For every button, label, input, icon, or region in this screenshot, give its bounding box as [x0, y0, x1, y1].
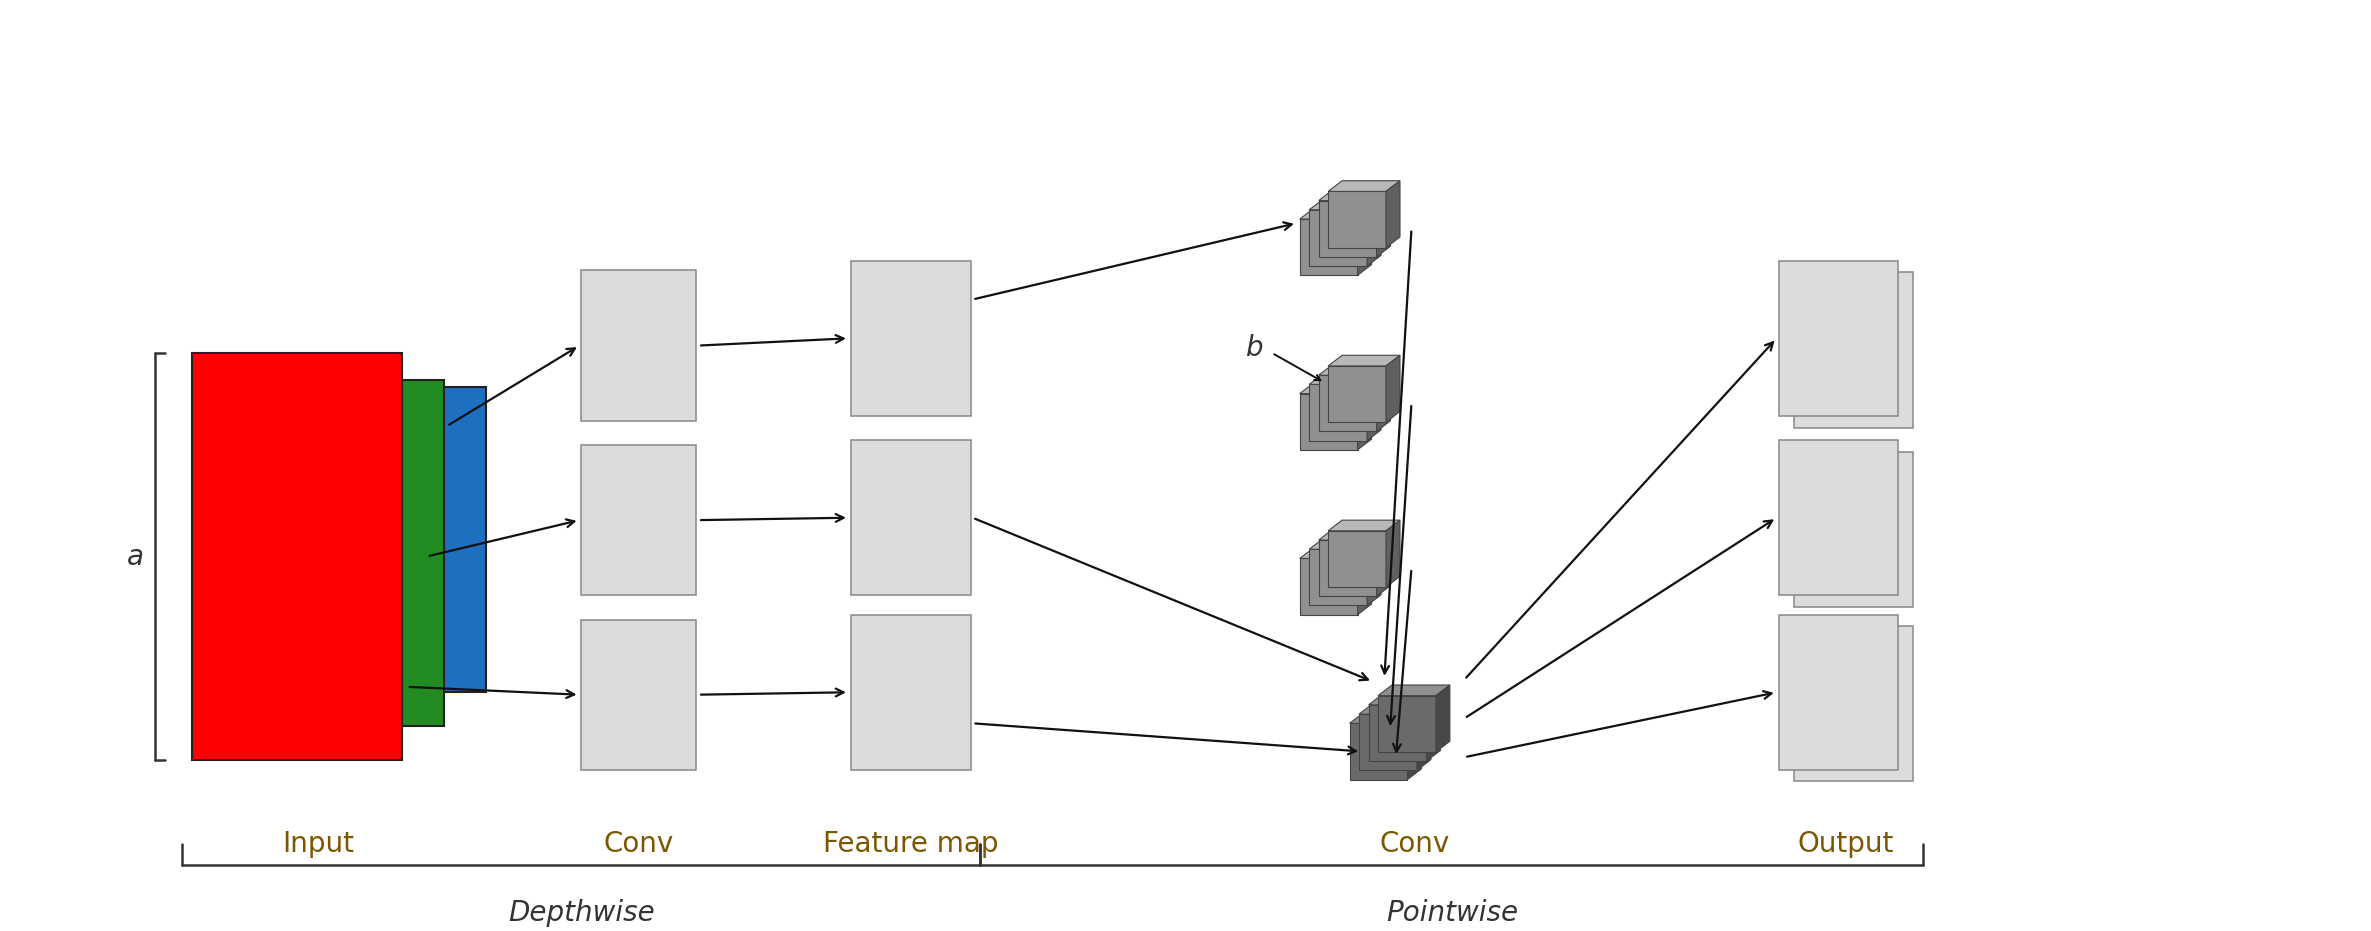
Bar: [1778, 261, 1899, 416]
Bar: [1778, 440, 1899, 595]
Text: Conv: Conv: [605, 830, 673, 858]
Text: a: a: [128, 543, 145, 571]
Bar: [851, 614, 970, 770]
Polygon shape: [1318, 200, 1378, 257]
Polygon shape: [1318, 530, 1389, 540]
Bar: [235, 380, 443, 726]
Polygon shape: [1378, 190, 1389, 257]
Text: b: b: [1247, 334, 1264, 362]
Polygon shape: [1318, 540, 1378, 596]
Text: Depthwise: Depthwise: [507, 898, 654, 927]
Polygon shape: [1359, 383, 1370, 450]
Bar: [581, 270, 697, 421]
Text: Output: Output: [1797, 830, 1894, 858]
Bar: [851, 261, 970, 416]
Polygon shape: [1349, 712, 1423, 723]
Bar: [581, 445, 697, 595]
Polygon shape: [1299, 394, 1359, 450]
Bar: [1792, 627, 1913, 781]
Polygon shape: [1299, 209, 1370, 219]
Polygon shape: [1309, 538, 1380, 549]
Polygon shape: [1359, 704, 1432, 714]
Bar: [581, 619, 697, 770]
Polygon shape: [1427, 695, 1442, 762]
Bar: [192, 353, 401, 760]
Bar: [1778, 614, 1899, 770]
Polygon shape: [1378, 365, 1389, 431]
Polygon shape: [1378, 530, 1389, 596]
Polygon shape: [1359, 547, 1370, 614]
Polygon shape: [1359, 209, 1370, 276]
Polygon shape: [1368, 199, 1380, 266]
Polygon shape: [1418, 704, 1432, 770]
Polygon shape: [1368, 373, 1380, 440]
Bar: [851, 440, 970, 595]
Polygon shape: [1299, 219, 1359, 276]
Polygon shape: [1328, 356, 1399, 366]
Polygon shape: [1309, 209, 1368, 266]
Polygon shape: [1328, 366, 1387, 422]
Text: Conv: Conv: [1380, 830, 1449, 858]
Polygon shape: [1299, 559, 1359, 614]
Polygon shape: [1368, 538, 1380, 605]
Polygon shape: [1328, 520, 1399, 531]
Polygon shape: [1408, 712, 1423, 779]
Polygon shape: [1359, 714, 1418, 770]
Polygon shape: [1387, 181, 1399, 248]
Polygon shape: [1309, 373, 1380, 385]
Polygon shape: [1318, 375, 1378, 431]
Polygon shape: [1318, 365, 1389, 375]
Text: Feature map: Feature map: [823, 830, 998, 858]
Polygon shape: [1368, 705, 1427, 762]
Polygon shape: [1387, 520, 1399, 587]
Polygon shape: [1328, 531, 1387, 587]
Polygon shape: [1387, 356, 1399, 422]
Bar: [1792, 452, 1913, 607]
Text: Input: Input: [282, 830, 353, 858]
Bar: [275, 386, 486, 693]
Polygon shape: [1328, 192, 1387, 248]
Bar: [1792, 273, 1913, 427]
Text: Pointwise: Pointwise: [1385, 898, 1517, 927]
Polygon shape: [1378, 685, 1451, 695]
Polygon shape: [1299, 547, 1370, 559]
Polygon shape: [1309, 549, 1368, 605]
Polygon shape: [1318, 190, 1389, 200]
Polygon shape: [1378, 695, 1437, 752]
Polygon shape: [1309, 385, 1368, 440]
Polygon shape: [1328, 181, 1399, 192]
Polygon shape: [1368, 695, 1442, 705]
Polygon shape: [1437, 685, 1451, 752]
Polygon shape: [1349, 723, 1408, 779]
Polygon shape: [1309, 199, 1380, 209]
Polygon shape: [1299, 383, 1370, 394]
